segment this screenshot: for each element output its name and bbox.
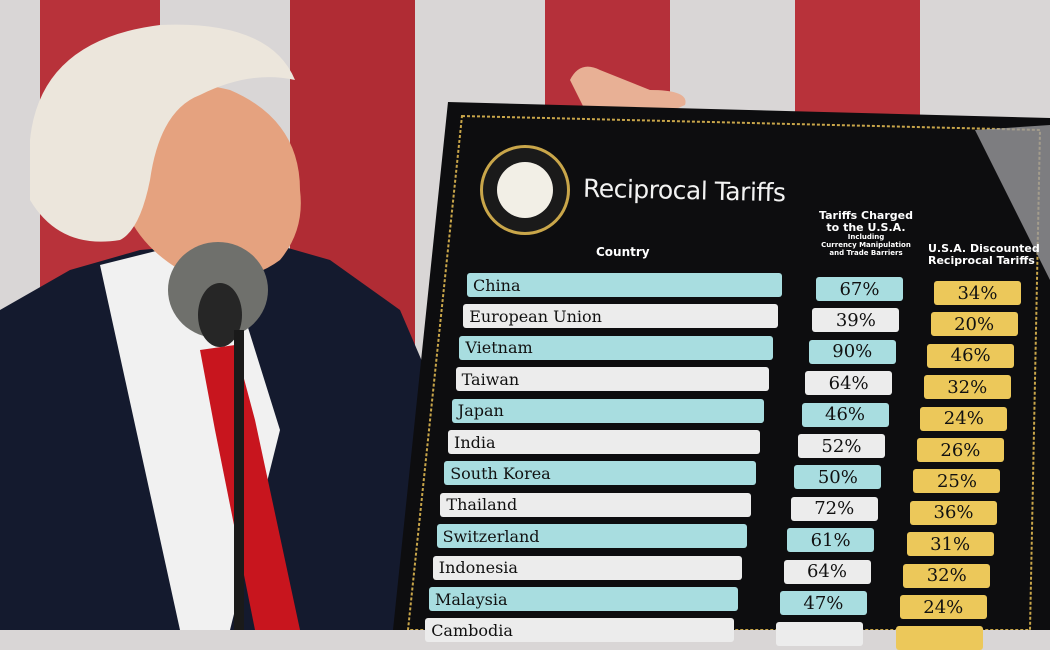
- tariff-discounted-cell: 24%: [899, 595, 987, 619]
- country-cell: Indonesia: [432, 555, 743, 580]
- header-line: Currency Manipulation: [821, 240, 911, 249]
- tariff-discounted-cell: 25%: [913, 469, 1001, 494]
- presidential-seal: [480, 145, 570, 235]
- tariff-discounted-cell: 24%: [920, 406, 1008, 431]
- tariff-discounted-cell: 32%: [923, 375, 1011, 400]
- header-line: to the U.S.A.: [826, 221, 906, 235]
- tariff-charged-cell: 61%: [787, 528, 875, 553]
- country-cell: India: [448, 430, 760, 454]
- header-tariffs-charged: Tariffs Charged to the U.S.A. Including …: [808, 209, 924, 257]
- tariff-charged-cell: 47%: [779, 591, 867, 615]
- tariff-discounted-cell: 32%: [903, 563, 991, 588]
- country-cell: Vietnam: [459, 335, 774, 360]
- country-cell: Japan: [451, 398, 765, 423]
- tariff-charged-cell: 50%: [794, 465, 882, 490]
- header-line: Including: [847, 233, 885, 242]
- header-line: Tariffs Charged: [819, 209, 913, 222]
- tariff-discounted-cell: 46%: [927, 343, 1015, 368]
- header-line: Reciprocal Tariffs: [928, 254, 1035, 268]
- tariff-discounted-cell: 31%: [906, 532, 994, 557]
- country-cell: Taiwan: [455, 367, 769, 392]
- country-cell: Cambodia: [425, 618, 734, 643]
- tariff-charged-cell: 64%: [805, 371, 893, 396]
- tariff-charged-cell: 39%: [812, 308, 900, 333]
- tariff-discounted-cell: 20%: [930, 312, 1018, 337]
- tariff-charged-cell: 52%: [797, 434, 885, 458]
- tariff-discounted-cell: 36%: [910, 500, 998, 525]
- country-cell: China: [467, 273, 782, 297]
- tariff-charged-cell: 67%: [816, 277, 903, 301]
- country-cell: Thailand: [440, 492, 752, 517]
- header-line: U.S.A. Discounted: [928, 242, 1040, 255]
- header-country: Country: [596, 245, 650, 259]
- tariff-charged-cell: [776, 622, 864, 647]
- microphone: [168, 242, 268, 630]
- tariff-charged-cell: 46%: [801, 402, 889, 427]
- board-title: Reciprocal Tariffs: [582, 173, 786, 208]
- tariff-charged-cell: 64%: [783, 559, 871, 584]
- header-line: and Trade Barriers: [829, 248, 903, 257]
- speaker-figure: [0, 24, 686, 630]
- tariff-discounted-cell: 34%: [934, 281, 1021, 305]
- header-discounted: U.S.A. Discounted Reciprocal Tariffs: [928, 242, 1050, 268]
- country-cell: Malaysia: [429, 587, 738, 611]
- tariff-charged-cell: 90%: [808, 339, 896, 364]
- tariff-charged-cell: 72%: [790, 496, 878, 521]
- tariff-discounted-cell: 26%: [916, 438, 1004, 462]
- country-cell: Switzerland: [436, 524, 747, 549]
- country-cell: South Korea: [444, 461, 756, 486]
- country-cell: European Union: [463, 304, 778, 329]
